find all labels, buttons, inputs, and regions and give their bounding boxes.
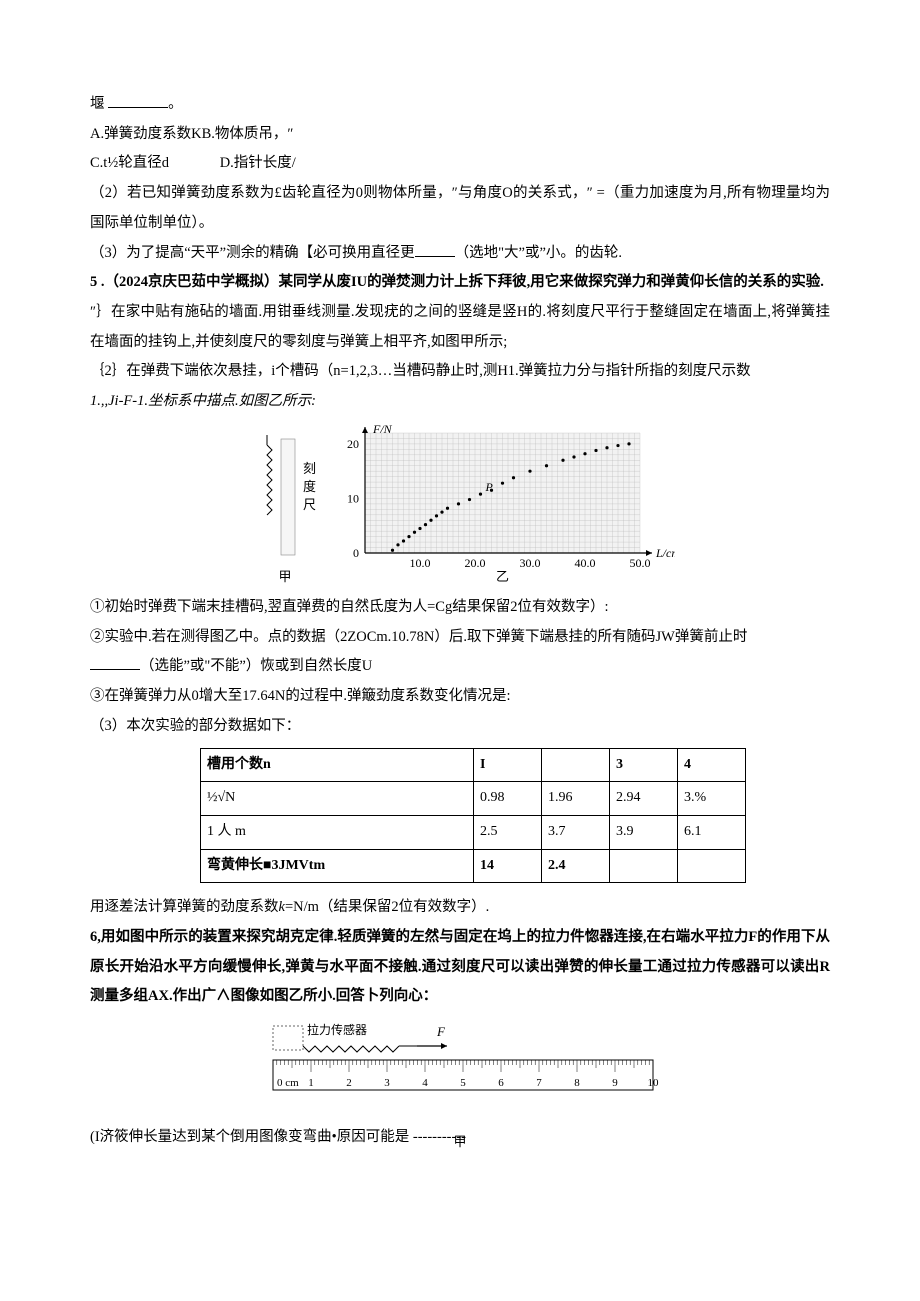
q5-circle1: ①初始时弹费下端末挂槽码,翌直弹费的自然氐度为人=Cg结果保留2位有效数字）: — [90, 593, 830, 623]
table-cell: 2.94 — [610, 782, 678, 816]
svg-text:10: 10 — [648, 1077, 660, 1089]
option-d: D.指针长度/ — [220, 155, 296, 171]
svg-text:尺: 尺 — [303, 497, 316, 512]
q5-tail-b: =N/m（结果保留2位有效数字）. — [285, 899, 489, 915]
table-cell: 0.98 — [474, 782, 542, 816]
q3-text: （3）为了提高“天平”测余的精确【必可换用直径更 — [90, 245, 415, 261]
table-cell: 2.5 — [474, 815, 542, 849]
table-cell: 14 — [474, 849, 542, 883]
ruler-caption: 甲 — [245, 1129, 675, 1156]
table-cell: 6.1 — [678, 815, 746, 849]
option-cd: C.t½轮直径d D.指针长度/ — [90, 149, 830, 179]
table-cell — [542, 748, 610, 782]
svg-text:40.0: 40.0 — [575, 556, 596, 570]
svg-text:5: 5 — [460, 1077, 466, 1089]
suffix: 。 — [168, 96, 183, 112]
svg-text:10: 10 — [347, 491, 359, 505]
table-cell: 1 人 m — [201, 815, 474, 849]
svg-text:4: 4 — [422, 1077, 428, 1089]
q5-part3: （3）本次实验的部分数据如下： — [90, 712, 830, 742]
option-a: A.弹簧劲度系数KB.物体质吊，″ — [90, 120, 830, 150]
svg-text:0 cm: 0 cm — [277, 1077, 299, 1089]
q5-circle3: ③在弹簧弹力从0增大至17.64N的过程中.弹簸劲度系数变化情况是: — [90, 682, 830, 712]
svg-text:3: 3 — [384, 1077, 390, 1089]
svg-text:1: 1 — [308, 1077, 314, 1089]
blank-field[interactable] — [108, 93, 168, 109]
svg-text:乙: 乙 — [496, 569, 509, 584]
table-cell: 槽用个数n — [201, 748, 474, 782]
q3: （3）为了提高“天平”测余的精确【必可换用直径更 （选地"大”或”小。的齿轮. — [90, 239, 830, 269]
svg-text:10.0: 10.0 — [410, 556, 431, 570]
svg-text:0: 0 — [353, 546, 359, 560]
table-cell — [610, 849, 678, 883]
table-cell: ½√N — [201, 782, 474, 816]
svg-text:9: 9 — [612, 1077, 618, 1089]
svg-text:20.0: 20.0 — [465, 556, 486, 570]
q5-tail-a: 用逐差法计算弹簧的劲度系数 — [90, 899, 279, 915]
svg-text:刻: 刻 — [303, 461, 316, 476]
q5-circle2b: （选能”或"不能”）恢或到自然长度U — [90, 652, 830, 682]
q2: （2）若已知弹簧劲度系数为£齿轮直径为0则物体所量，″与角度O的关系式，″ =（… — [90, 179, 830, 238]
data-table: 槽用个数nI 34 ½√N0.981.962.943.% 1 人 m2.53.73.9… — [200, 748, 746, 884]
svg-text:20: 20 — [347, 437, 359, 451]
svg-text:6: 6 — [498, 1077, 504, 1089]
svg-text:度: 度 — [303, 479, 316, 494]
table-cell: 4 — [678, 748, 746, 782]
option-c: C.t½轮直径d — [90, 155, 169, 171]
svg-text:2: 2 — [346, 1077, 352, 1089]
table-cell: 3.7 — [542, 815, 610, 849]
table-cell: 弯黄伸长■3JMVtm — [201, 849, 474, 883]
chart-figure: 刻度尺 0 10 20 10.0 20.0 30.0 40.0 50.0 F/N L/cm P 甲 乙 — [245, 425, 675, 585]
q5-tail: 用逐差法计算弹簧的劲度系数k=N/m（结果保留2位有效数字）. — [90, 893, 830, 923]
svg-text:甲: 甲 — [278, 569, 291, 584]
ruler-figure: 拉力传感器F0 cm12345678910 甲 — [245, 1020, 675, 1115]
svg-text:8: 8 — [574, 1077, 580, 1089]
svg-text:P: P — [485, 480, 494, 494]
table-cell: 3.9 — [610, 815, 678, 849]
q5-step2a: ｛2｝在弹费下端依次悬挂，i个槽码（n=1,2,3…当槽码静止时,测H1.弹簧拉… — [90, 357, 830, 387]
table-cell: 1.96 — [542, 782, 610, 816]
q5-step2b: 1.,,Ji-F-1.坐标系中描点.如图乙所示: — [90, 387, 830, 417]
svg-text:L/cm: L/cm — [655, 546, 675, 560]
table-cell — [678, 849, 746, 883]
svg-text:拉力传感器: 拉力传感器 — [307, 1022, 367, 1037]
q3-suffix: （选地"大”或”小。的齿轮. — [455, 245, 622, 261]
table-cell: 3 — [610, 748, 678, 782]
svg-text:30.0: 30.0 — [520, 556, 541, 570]
svg-text:F/N: F/N — [372, 425, 393, 436]
svg-text:F: F — [436, 1024, 446, 1039]
svg-text:7: 7 — [536, 1077, 542, 1089]
table-cell: I — [474, 748, 542, 782]
blank-field[interactable] — [415, 241, 455, 257]
table-cell: 3.% — [678, 782, 746, 816]
line-blank: 堰 。 — [90, 90, 830, 120]
q6-para: 6,用如图中所示的装置来探究胡克定律.轻质弹簧的左然与固定在坞上的拉力件惚器连接… — [90, 923, 830, 1012]
q5-c2b-suffix: （选能”或"不能”）恢或到自然长度U — [140, 658, 372, 674]
table-cell: 2.4 — [542, 849, 610, 883]
svg-text:50.0: 50.0 — [630, 556, 651, 570]
blank-field[interactable] — [90, 655, 140, 671]
q5-circle2a: ②实验中.若在测得图乙中。点的数据（2ZOCm.10.78N）后.取下弹簧下端悬… — [90, 623, 830, 653]
q5-step1: ″｝在家中贴有施砧的墙面.用钳垂线测量.发现疣的之间的竖缝是竖H的.将刻度尺平行… — [90, 298, 830, 357]
q5-head: 5 .（2024京庆巴茹中学概拟）某同学从废IU的弹焚测力计上拆下拜彼,用它来做… — [90, 268, 830, 298]
